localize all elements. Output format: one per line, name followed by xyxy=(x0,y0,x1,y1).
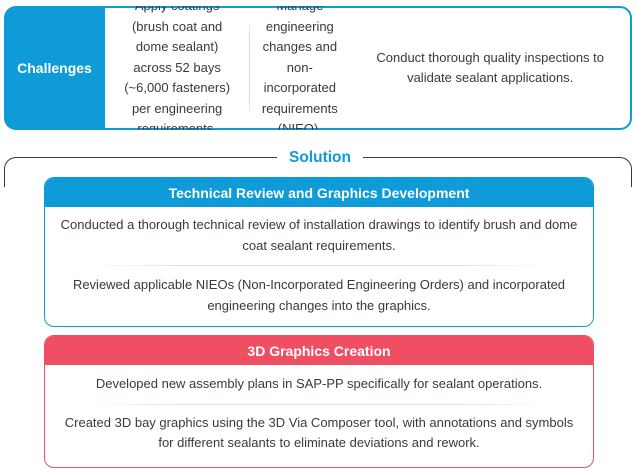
challenge-item-quality-inspections: Conduct thorough quality inspections to … xyxy=(376,49,605,86)
graphics-creation-item: Created 3D bay graphics using the 3D Via… xyxy=(64,414,574,451)
challenges-banner: Challenges Apply coatings (brush coat an… xyxy=(4,6,632,130)
challenge-divider xyxy=(349,18,351,118)
card-divider xyxy=(89,265,549,266)
challenges-label: Challenges xyxy=(17,60,92,76)
graphics-creation-card: 3D Graphics Creation Developed new assem… xyxy=(44,335,594,468)
technical-review-header: Technical Review and Graphics Developmen… xyxy=(45,178,593,207)
challenge-divider xyxy=(249,18,250,118)
technical-review-item: Reviewed applicable NIEOs (Non-Incorpora… xyxy=(72,277,566,313)
challenge-item-coatings: Apply coatings (brush coat and dome seal… xyxy=(124,6,231,130)
graphics-creation-item: Developed new assembly plans in SAP-PP s… xyxy=(95,376,543,391)
challenge-item-engineering-changes: Manage engineering changes and non-incor… xyxy=(261,6,338,130)
solution-title: Solution xyxy=(277,147,363,169)
technical-review-item: Conducted a thorough technical review of… xyxy=(60,217,578,253)
card-divider xyxy=(89,403,549,405)
challenges-panel: Apply coatings (brush coat and dome seal… xyxy=(105,6,630,130)
technical-review-card: Technical Review and Graphics Developmen… xyxy=(44,177,594,327)
graphics-creation-header: 3D Graphics Creation xyxy=(45,336,593,365)
